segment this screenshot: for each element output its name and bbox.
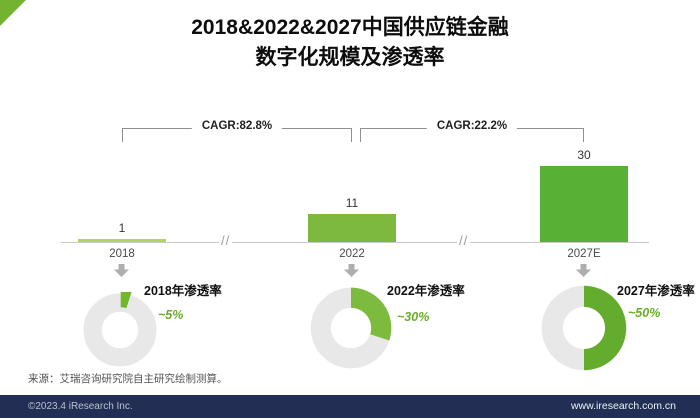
x-axis-line — [61, 242, 649, 243]
bar-value-label: 11 — [345, 196, 359, 210]
cagr-label-1: CAGR:82.8% — [191, 120, 283, 132]
penetration-value: ~30% — [397, 310, 430, 324]
x-tick-2022: 2022 — [339, 248, 365, 260]
x-tick-2018: 2018 — [109, 248, 135, 260]
copyright-text: ©2023.4 iResearch Inc. — [28, 401, 133, 412]
penetration-label: 2027年渗透率 — [617, 284, 695, 298]
x-tick-2027: 2027E — [567, 248, 601, 260]
donut-chart-2022 — [309, 286, 393, 370]
penetration-value: ~50% — [628, 306, 661, 320]
bar-group-2027: 30 — [540, 112, 628, 242]
axis-break-icon: // — [219, 233, 233, 248]
bar-group-2018: 1 — [78, 112, 166, 242]
page-title: 2018&2022&2027中国供应链金融 数字化规模及渗透率 — [0, 13, 700, 73]
penetration-group-2027: 2027年渗透率 ~50% — [540, 278, 700, 390]
bar-group-2022: 11 — [308, 112, 396, 242]
penetration-value: ~5% — [158, 308, 184, 322]
bar-2027 — [540, 166, 628, 242]
penetration-group-2022: 2022年渗透率 ~30% — [309, 278, 469, 390]
bar-value-label: 30 — [577, 148, 591, 162]
cagr-bracket-2018-2022: CAGR:82.8% — [122, 120, 352, 143]
bar-2022 — [308, 214, 396, 242]
footer-bar: ©2023.4 iResearch Inc. www.iresearch.com… — [0, 395, 700, 418]
page-title-line1: 2018&2022&2027中国供应链金融 — [191, 16, 509, 39]
donut-chart-2018 — [82, 292, 158, 368]
penetration-label: 2018年渗透率 — [144, 284, 222, 298]
cagr-bracket-2022-2027: CAGR:22.2% — [360, 120, 584, 143]
website-url: www.iresearch.com.cn — [570, 400, 676, 412]
source-note: 来源：艾瑞咨询研究院自主研究绘制测算。 — [28, 373, 228, 385]
bar-value-label: 1 — [118, 221, 126, 235]
page-title-line2: 数字化规模及渗透率 — [255, 46, 445, 69]
down-arrow-icon — [344, 264, 359, 277]
down-arrow-icon — [114, 264, 129, 277]
down-arrow-icon — [576, 264, 591, 277]
penetration-group-2018: 2018年渗透率 ~5% — [82, 278, 232, 390]
bar-2018 — [78, 239, 166, 242]
axis-break-icon: // — [457, 233, 471, 248]
penetration-label: 2022年渗透率 — [387, 284, 465, 298]
donut-chart-2027 — [540, 284, 628, 372]
corner-triangle-decoration — [0, 0, 26, 26]
cagr-label-2: CAGR:22.2% — [426, 120, 518, 132]
